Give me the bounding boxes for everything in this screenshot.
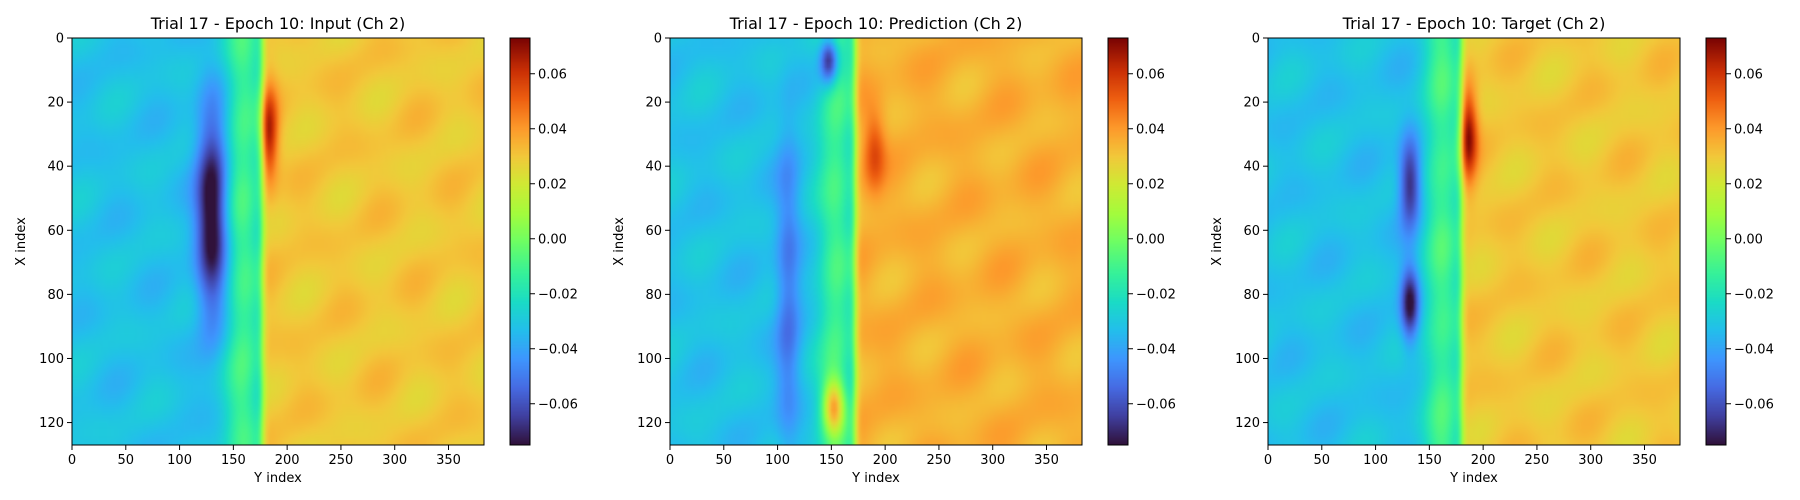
x-tick-label: 100	[1363, 453, 1388, 468]
chart-title: Trial 17 - Epoch 10: Prediction (Ch 2)	[729, 14, 1023, 33]
y-tick-label: 0	[56, 32, 64, 47]
x-tick-label: 0	[1264, 453, 1272, 468]
y-axis-label: X index	[14, 217, 29, 266]
colorbar-tick-label: −0.02	[1734, 287, 1774, 302]
colorbar: 0.06 0.04 0.02 0.00 −0.02 −0.04 −0.06	[1107, 37, 1176, 446]
x-tick-label: 50	[716, 453, 733, 468]
colorbar: 0.06 0.04 0.02 0.00 −0.02 −0.04 −0.06	[1705, 37, 1774, 446]
y-axis-label: X index	[612, 217, 627, 266]
colorbar-tick-label: −0.02	[1136, 287, 1176, 302]
chart-title: Trial 17 - Epoch 10: Input (Ch 2)	[150, 14, 406, 33]
y-tick-label: 100	[39, 352, 64, 367]
x-tick-label: 0	[666, 453, 674, 468]
x-tick-label: 300	[1578, 453, 1603, 468]
y-tick-label: 0	[1252, 32, 1260, 47]
y-tick-label: 120	[637, 416, 662, 431]
colorbar-tick-label: −0.04	[1136, 342, 1176, 357]
colorbar-tick-label: 0.06	[1136, 67, 1165, 82]
axes-frame	[669, 37, 1083, 446]
colorbar-tick-label: 0.00	[538, 232, 567, 247]
axes-frame	[71, 37, 485, 446]
colorbar-tick-label: 0.04	[538, 122, 567, 137]
x-tick-label: 200	[1471, 453, 1496, 468]
y-tick-label: 120	[39, 416, 64, 431]
x-tick-label: 50	[118, 453, 135, 468]
colorbar-tick-label: 0.06	[538, 67, 567, 82]
x-tick-label: 350	[1034, 453, 1059, 468]
colorbar-tick-label: −0.04	[538, 342, 578, 357]
colorbar: 0.06 0.04 0.02 0.00 −0.02 −0.04 −0.06	[509, 37, 578, 446]
colorbar-tick-label: −0.06	[538, 397, 578, 412]
x-tick-label: 50	[1314, 453, 1331, 468]
x-tick-label: 0	[68, 453, 76, 468]
x-axis-label: Y index	[1449, 471, 1498, 486]
y-tick-label: 100	[1235, 352, 1260, 367]
x-tick-label: 250	[927, 453, 952, 468]
x-axis-label: Y index	[253, 471, 302, 486]
colorbar-tick-label: 0.02	[1734, 177, 1763, 192]
y-tick-label: 40	[47, 160, 64, 175]
colorbar-tick-label: 0.00	[1734, 232, 1763, 247]
panel-2: Trial 17 - Epoch 10: Prediction (Ch 2) 0 5…	[612, 14, 1176, 486]
y-tick-label: 120	[1235, 416, 1260, 431]
colorbar-tick-label: 0.04	[1734, 122, 1763, 137]
y-tick-label: 20	[645, 96, 662, 111]
chart-title: Trial 17 - Epoch 10: Target (Ch 2)	[1342, 14, 1606, 33]
x-tick-label: 350	[1632, 453, 1657, 468]
x-tick-label: 350	[436, 453, 461, 468]
y-tick-label: 40	[645, 160, 662, 175]
colorbar-frame	[1705, 37, 1727, 446]
x-tick-label: 150	[221, 453, 246, 468]
heatmap-image	[1268, 38, 1680, 445]
colorbar-tick-label: −0.06	[1734, 397, 1774, 412]
colorbar-tick-label: 0.02	[1136, 177, 1165, 192]
y-tick-label: 80	[645, 288, 662, 303]
axes-frame	[1267, 37, 1681, 446]
x-tick-label: 250	[329, 453, 354, 468]
y-tick-label: 60	[47, 224, 64, 239]
x-tick-label: 100	[765, 453, 790, 468]
y-tick-label: 80	[47, 288, 64, 303]
colorbar-tick-label: −0.02	[538, 287, 578, 302]
heatmap-image	[670, 38, 1082, 445]
x-tick-label: 150	[1417, 453, 1442, 468]
y-tick-label: 60	[645, 224, 662, 239]
colorbar-tick-label: 0.04	[1136, 122, 1165, 137]
y-tick-label: 40	[1243, 160, 1260, 175]
colorbar-tick-label: −0.06	[1136, 397, 1176, 412]
colorbar-gradient	[510, 38, 530, 445]
x-tick-label: 200	[275, 453, 300, 468]
y-tick-label: 80	[1243, 288, 1260, 303]
colorbar-gradient	[1108, 38, 1128, 445]
colorbar-tick-label: 0.02	[538, 177, 567, 192]
panel-3: Trial 17 - Epoch 10: Target (Ch 2) 0 50 100…	[1210, 14, 1774, 486]
x-tick-label: 300	[382, 453, 407, 468]
y-tick-label: 20	[47, 96, 64, 111]
y-tick-label: 100	[637, 352, 662, 367]
colorbar-tick-label: 0.06	[1734, 67, 1763, 82]
y-tick-label: 0	[654, 32, 662, 47]
colorbar-frame	[1107, 37, 1129, 446]
y-tick-label: 20	[1243, 96, 1260, 111]
colorbar-tick-label: −0.04	[1734, 342, 1774, 357]
colorbar-tick-label: 0.00	[1136, 232, 1165, 247]
heatmap-image	[72, 38, 484, 445]
x-axis-label: Y index	[851, 471, 900, 486]
y-tick-label: 60	[1243, 224, 1260, 239]
y-axis-label: X index	[1210, 217, 1225, 266]
x-tick-label: 150	[819, 453, 844, 468]
colorbar-gradient	[1706, 38, 1726, 445]
x-tick-label: 300	[980, 453, 1005, 468]
colorbar-frame	[509, 37, 531, 446]
x-tick-label: 200	[873, 453, 898, 468]
x-tick-label: 250	[1525, 453, 1550, 468]
panel-1: Trial 17 - Epoch 10: Input (Ch 2) 0 50 100 1…	[14, 14, 578, 486]
x-tick-label: 100	[167, 453, 192, 468]
